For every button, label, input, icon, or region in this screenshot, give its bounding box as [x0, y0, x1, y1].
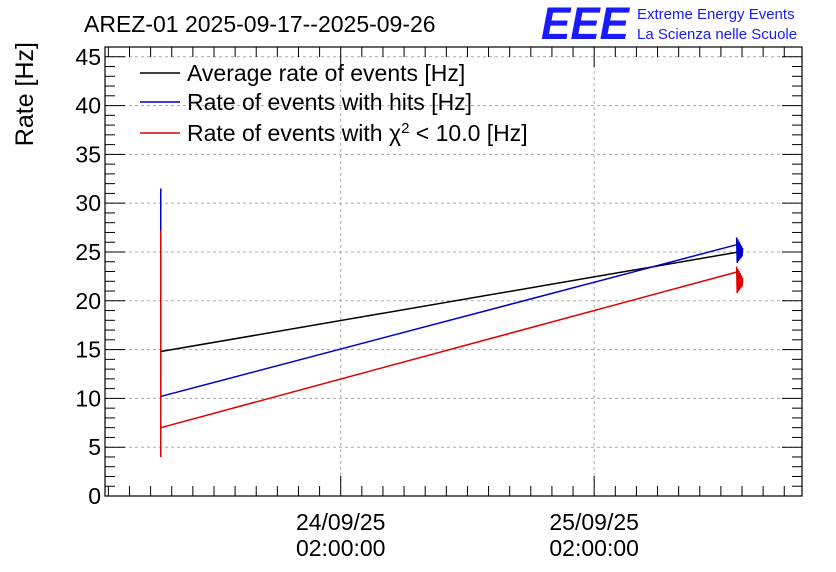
y-axis-label: Rate [Hz] — [11, 42, 39, 146]
y-tick-label: 40 — [75, 93, 101, 119]
eee-logo-mark: EEE — [541, 0, 631, 49]
legend-label-2: Rate of events with χ2 < 10.0 [Hz] — [187, 120, 528, 147]
y-tick-label: 35 — [75, 141, 101, 167]
x-tick-label-time: 02:00:00 — [549, 535, 639, 561]
series-2-line — [160, 270, 739, 429]
series-0-line — [160, 251, 739, 353]
y-tick-label: 10 — [75, 385, 101, 411]
x-tick-label-date: 25/09/25 — [549, 509, 639, 535]
series-1-endpoint — [738, 243, 740, 245]
legend-label-1: Rate of events with hits [Hz] — [187, 89, 472, 115]
tick-labels: 05101520253035404524/09/2502:00:0025/09/… — [75, 44, 639, 561]
eee-logo: EEE Extreme Energy Events La Scienza nel… — [541, 0, 797, 49]
x-tick-label-date: 24/09/25 — [296, 509, 386, 535]
y-tick-label: 5 — [88, 434, 101, 460]
eee-logo-line1: Extreme Energy Events — [637, 6, 795, 23]
series-1-line — [160, 243, 739, 398]
chart-title: AREZ-01 2025-09-17--2025-09-26 — [84, 11, 436, 37]
data-series — [160, 188, 744, 457]
series-2-endpoint — [738, 271, 740, 272]
y-tick-label: 30 — [75, 190, 101, 216]
legend: Average rate of events [Hz] Rate of event… — [140, 60, 528, 146]
series-1-end-noise — [735, 237, 744, 263]
x-tick-label-time: 02:00:00 — [296, 535, 386, 561]
series-2 — [160, 230, 744, 457]
legend-label-0: Average rate of events [Hz] — [187, 60, 465, 86]
eee-logo-line2: La Scienza nelle Scuole — [637, 26, 797, 43]
y-tick-label: 15 — [75, 337, 101, 363]
y-tick-label: 0 — [88, 483, 101, 509]
y-tick-label: 20 — [75, 288, 101, 314]
series-1 — [160, 188, 744, 398]
axis-ticks — [105, 46, 802, 497]
series-2-end-noise — [735, 266, 744, 294]
y-tick-label: 45 — [75, 44, 101, 70]
y-tick-label: 25 — [75, 239, 101, 265]
